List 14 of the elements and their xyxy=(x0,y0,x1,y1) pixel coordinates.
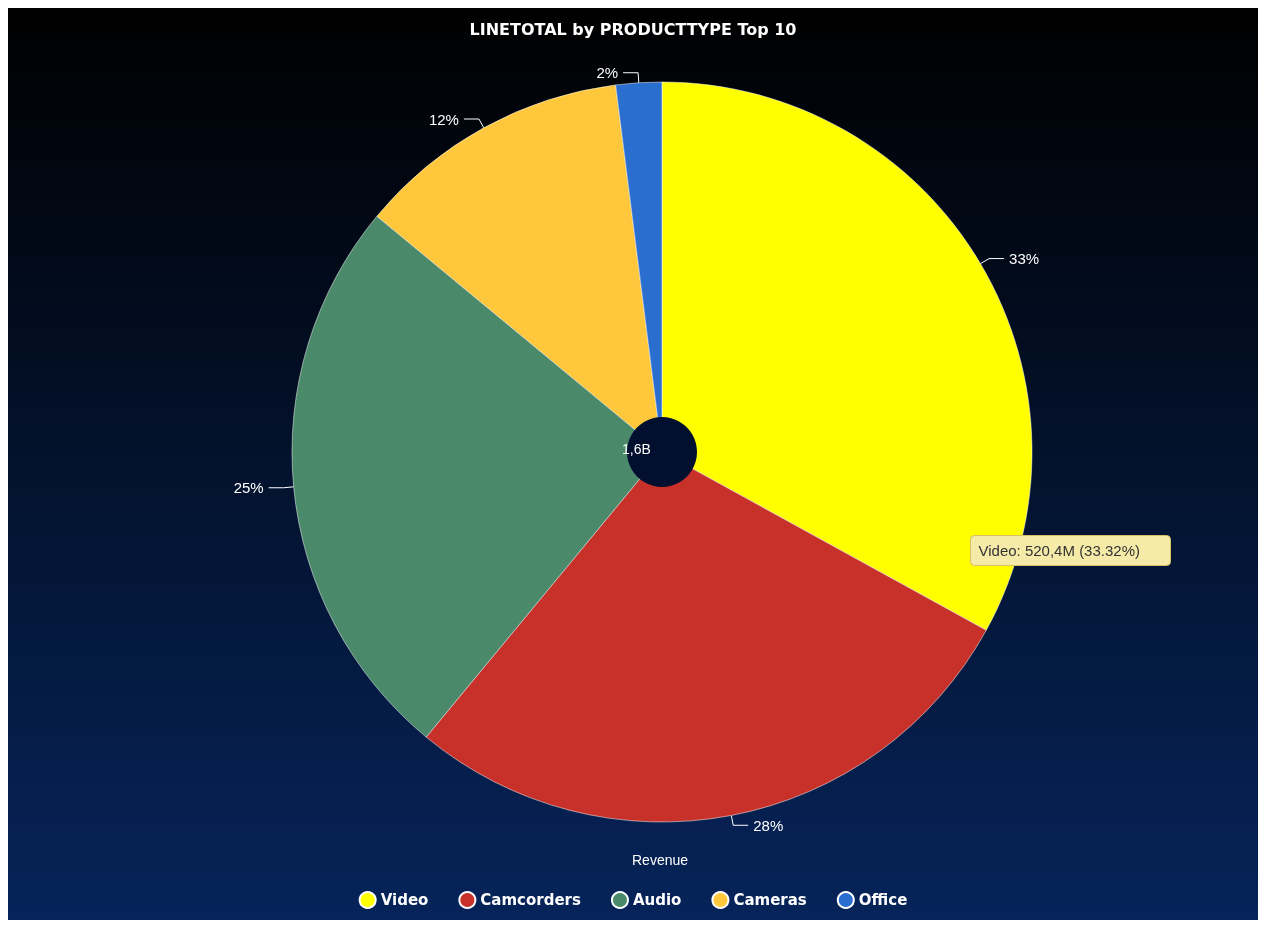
text: 1,6B xyxy=(622,441,651,457)
text: Video: 520,4M (33.32%) xyxy=(978,541,1140,559)
legend-label: Cameras xyxy=(733,891,807,909)
data-label: 12% xyxy=(428,110,459,128)
legend-label: Video xyxy=(380,891,429,909)
legend-label: Audio xyxy=(632,891,682,909)
chart-title: LINETOTAL by PRODUCTTYPE Top 10 xyxy=(469,19,797,39)
text: Revenue xyxy=(632,852,689,868)
data-label: 33% xyxy=(1009,250,1040,268)
legend-label: Office xyxy=(858,891,908,909)
legend-label: Camcorders xyxy=(480,891,582,909)
data-label: 28% xyxy=(753,816,784,834)
data-label: 2% xyxy=(596,64,619,82)
data-label: 25% xyxy=(233,479,264,497)
